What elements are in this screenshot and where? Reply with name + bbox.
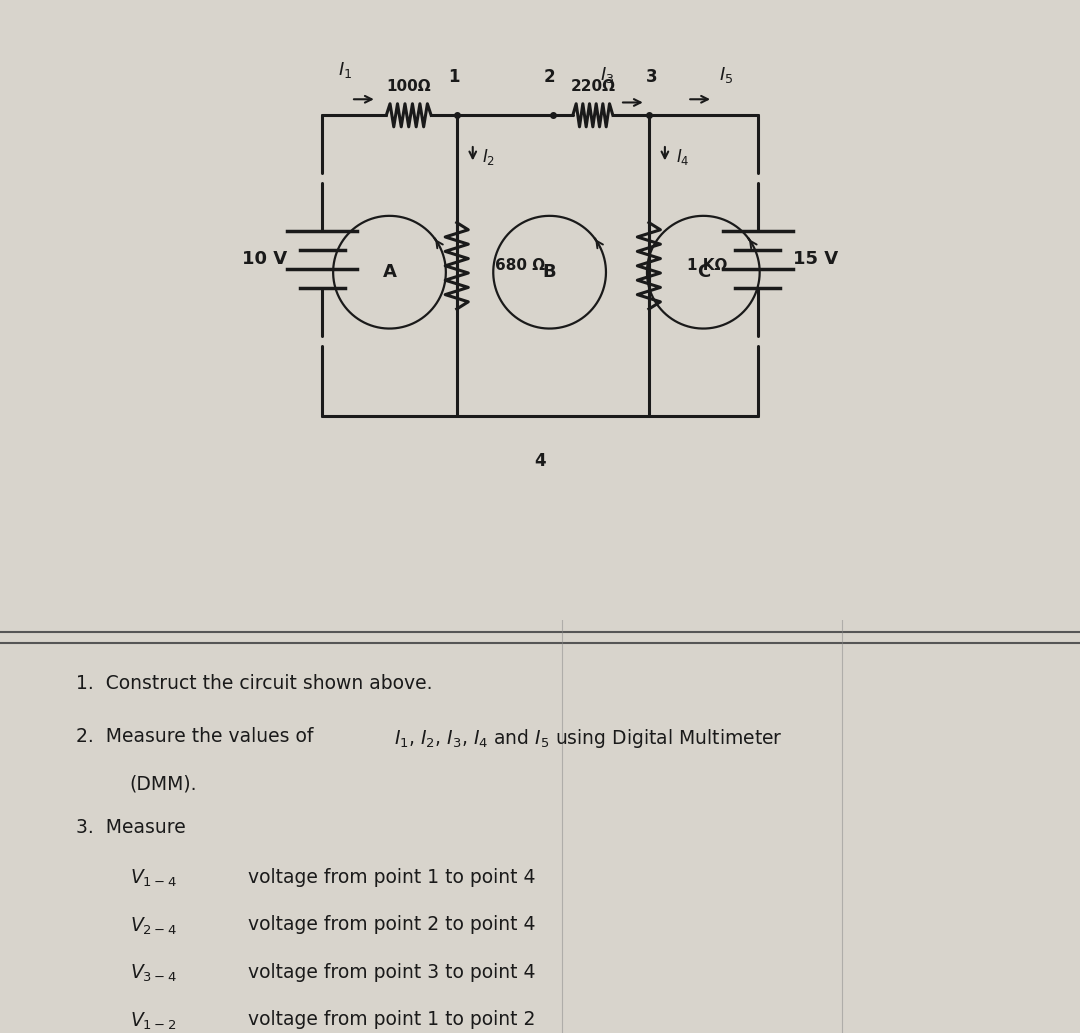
Text: 2.  Measure the values of: 2. Measure the values of	[76, 727, 319, 746]
Text: 3: 3	[646, 68, 658, 87]
Text: 680 Ω: 680 Ω	[495, 258, 545, 274]
Text: 10 V: 10 V	[242, 250, 287, 269]
Text: voltage from point 1 to point 2: voltage from point 1 to point 2	[248, 1010, 536, 1029]
Text: voltage from point 2 to point 4: voltage from point 2 to point 4	[248, 915, 536, 934]
Text: B: B	[543, 263, 556, 281]
Text: $V_{1-2}$: $V_{1-2}$	[130, 1010, 176, 1032]
Text: $V_{1-4}$: $V_{1-4}$	[130, 868, 176, 889]
Text: voltage from point 1 to point 4: voltage from point 1 to point 4	[248, 868, 536, 886]
Text: 220Ω: 220Ω	[570, 79, 616, 94]
Text: $V_{2-4}$: $V_{2-4}$	[130, 915, 176, 937]
Text: 4: 4	[535, 451, 545, 470]
Text: 1.  Construct the circuit shown above.: 1. Construct the circuit shown above.	[76, 674, 432, 692]
Text: $V_{3-4}$: $V_{3-4}$	[130, 963, 176, 984]
Text: $I_1$, $I_2$, $I_3$, $I_4$ and $I_5$ using Digital Multimeter: $I_1$, $I_2$, $I_3$, $I_4$ and $I_5$ usi…	[394, 727, 783, 750]
Text: 1 KΩ: 1 KΩ	[687, 258, 728, 274]
Text: C: C	[697, 263, 710, 281]
Text: 2: 2	[544, 68, 555, 87]
Text: 15 V: 15 V	[793, 250, 838, 269]
Text: (DMM).: (DMM).	[130, 775, 197, 793]
Text: A: A	[382, 263, 396, 281]
Text: $I_4$: $I_4$	[676, 147, 689, 167]
Text: 1: 1	[448, 68, 459, 87]
Text: $I_3$: $I_3$	[600, 64, 615, 85]
Text: 3.  Measure: 3. Measure	[76, 818, 186, 837]
Text: 100Ω: 100Ω	[387, 79, 431, 94]
Text: voltage from point 3 to point 4: voltage from point 3 to point 4	[248, 963, 536, 981]
Text: $I_1$: $I_1$	[338, 60, 352, 80]
Text: $I_5$: $I_5$	[718, 64, 733, 85]
Text: $I_2$: $I_2$	[483, 147, 496, 167]
